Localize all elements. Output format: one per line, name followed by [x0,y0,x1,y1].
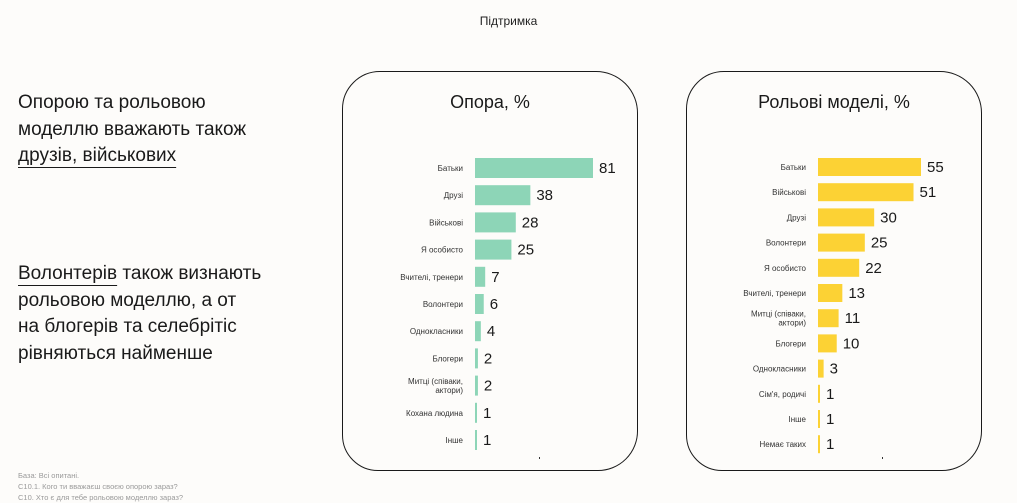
category-label: Волонтери [766,239,806,248]
category-label: Батьки [781,163,806,172]
category-label: Батьки [438,164,463,173]
headline-support-line3: друзів, військових [18,145,177,166]
category-label: Митці (співаки, актори) [751,310,806,328]
category-label: Сім'я, родичі [759,390,806,399]
headline-role-line1-rest: також визнають [117,263,262,284]
bar-інше [475,430,477,450]
bar-митці-співаки-актори [475,375,478,396]
category-label: Вчителі, тренери [400,273,463,282]
category-label: Військові [772,188,806,197]
value-label: 10 [843,335,860,352]
category-label: Я особисто [764,264,807,273]
value-label: 1 [483,432,491,449]
value-label: 30 [880,209,897,226]
value-label: 38 [536,187,553,204]
bar-я-особисто [475,239,512,260]
value-label: 1 [826,411,834,428]
role-models-chart-panel: Рольові моделі, % Батьки 55 Військові 51 Дру… [686,71,982,471]
value-label: 25 [871,235,888,252]
value-label: 81 [599,160,616,177]
axis-tick [539,457,540,459]
bar-вчителі-тренери [475,266,486,287]
value-label: 1 [483,405,491,422]
bar-друзі [818,208,875,227]
value-label: 2 [484,350,492,367]
value-label: 25 [517,242,534,259]
value-label: 51 [920,184,937,201]
bar-військові [818,183,914,202]
bar-немає-таких [818,435,820,454]
headline-role-line4: рівняються найменше [18,342,213,364]
role-models-chart-title: Рольові моделі, % [758,92,910,112]
value-label: 6 [490,296,498,313]
bar-блогери [818,334,837,353]
bar-батьки [475,158,593,178]
value-label: 2 [484,378,492,395]
bar-я-особисто [818,258,860,277]
category-label: Інше [445,436,463,445]
category-label: Однокласники [410,327,463,336]
headline-role-line2: рольовою моделлю, а от [18,289,237,311]
support-chart-panel: Опора, % Батьки 81 Друзі 38 Військові 28 Я осо… [342,71,638,471]
category-label: Друзі [444,191,463,200]
value-label: 13 [848,285,865,302]
bar-військові [475,212,516,233]
headline-role-line3: на блогерів та селебрітіс [18,316,237,337]
category-label: Блогери [776,339,806,348]
value-label: 1 [826,386,834,403]
value-label: 4 [487,323,495,340]
bar-волонтери [818,233,865,252]
support-bar-chart: Батьки 81 Друзі 38 Військові 28 Я особисто 25 Вч… [400,158,616,459]
bar-вчителі-тренери [818,284,843,302]
category-label: Інше [788,415,806,424]
value-label: 11 [845,310,861,327]
category-label: Друзі [787,213,806,222]
category-label: Немає таких [760,440,806,449]
bar-волонтери [475,294,484,314]
bar-однокласники [818,359,824,378]
category-label: Митці (співаки, актори) [408,377,463,395]
category-label: Вчителі, тренери [743,289,806,298]
headline-support-line2: моделлю вважають також [18,118,247,140]
support-chart-title: Опора, % [450,92,530,112]
category-label: Кохана людина [406,409,464,418]
value-label: 1 [826,436,834,453]
headline-support: Опорою та рольовою моделлю вважають тако… [18,90,246,170]
axis-tick [882,457,883,459]
value-label: 7 [491,269,499,286]
section-title: Підтримка [479,14,538,28]
bar-друзі [475,185,531,206]
category-label: Я особисто [421,246,464,255]
category-label: Блогери [433,354,463,363]
footnote-base: База: Всі опитані. [18,471,80,480]
bar-кохана-людина [475,402,477,423]
headline-support-line1: Опорою та рольовою [18,92,206,113]
value-label: 3 [830,361,838,378]
headline-role-models: Волонтерів також визнають рольовою модел… [18,261,261,367]
value-label: 28 [522,214,539,231]
bar-сім-я-родичі [818,384,820,403]
footnotes: База: Всі опитані. С10.1. Кого ти вважає… [18,470,183,503]
footnote-question-support: С10.1. Кого ти вважаєш своєю опорою зара… [18,482,178,491]
bar-блогери [475,348,478,369]
value-label: 55 [927,159,944,176]
role-models-bar-chart: Батьки 55 Військові 51 Друзі 30 Волонтери 25 Я о… [743,158,944,459]
bar-однокласники [475,321,481,342]
category-label: Волонтери [423,300,463,309]
category-label: Однокласники [753,365,806,374]
bar-митці-співаки-актори [818,309,839,328]
bar-інше [818,410,820,428]
bar-батьки [818,158,921,176]
category-label: Військові [429,218,463,227]
value-label: 22 [865,260,882,277]
headline-highlight: Волонтерів [18,263,118,284]
